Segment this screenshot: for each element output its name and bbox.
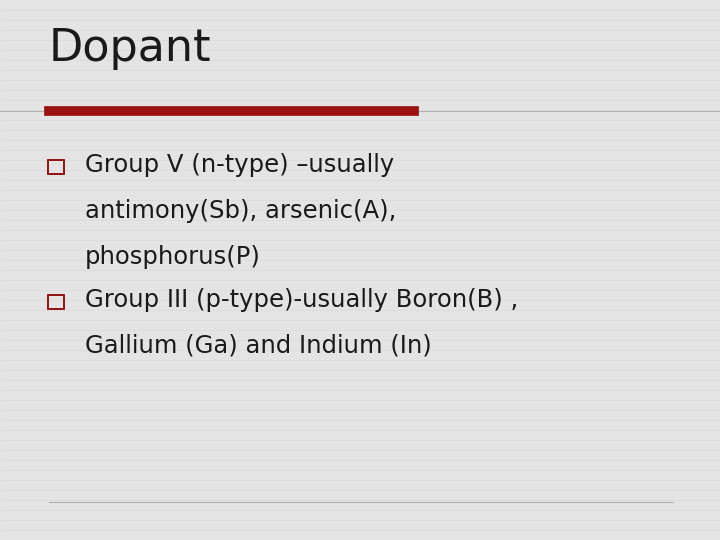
Text: antimony(Sb), arsenic(A),: antimony(Sb), arsenic(A), (85, 199, 396, 222)
Text: phosphorus(P): phosphorus(P) (85, 245, 261, 268)
Text: Gallium (Ga) and Indium (In): Gallium (Ga) and Indium (In) (85, 334, 432, 357)
Text: Dopant: Dopant (49, 27, 212, 70)
Text: Group V (n-type) –usually: Group V (n-type) –usually (85, 153, 395, 177)
Text: Group III (p-type)-usually Boron(B) ,: Group III (p-type)-usually Boron(B) , (85, 288, 518, 312)
